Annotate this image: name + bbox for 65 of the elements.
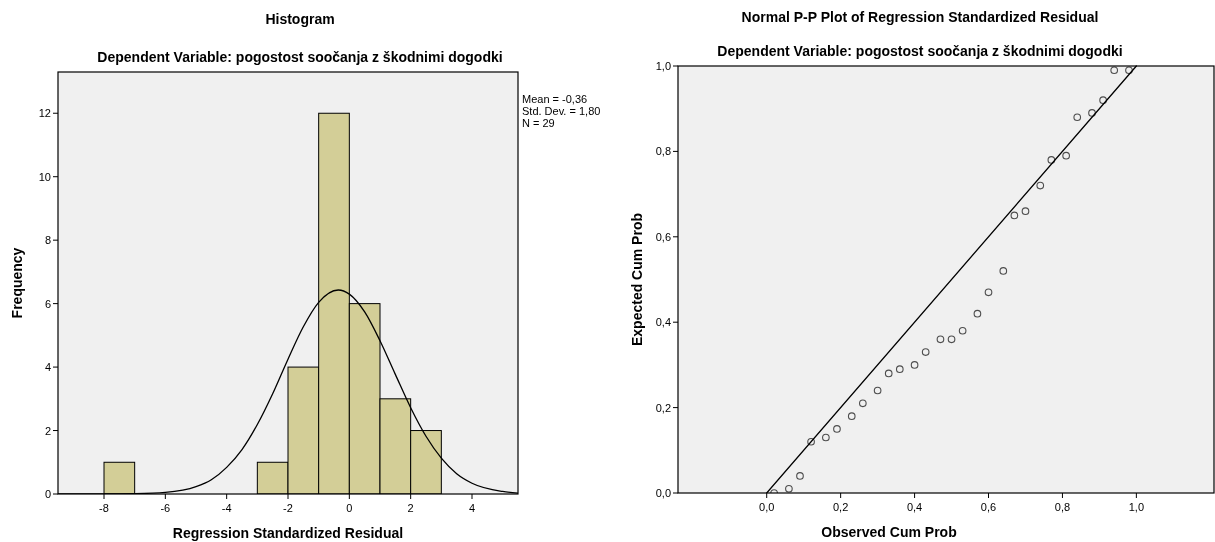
point [1010, 211, 1019, 220]
point [999, 267, 1008, 275]
point [785, 484, 793, 493]
point [1036, 181, 1045, 190]
point [822, 433, 830, 442]
x-tick-label: 0 [346, 502, 353, 514]
x-tick-label: -6 [160, 502, 171, 514]
y-tick-label: 0 [44, 488, 51, 500]
point [1088, 109, 1096, 117]
point [936, 335, 945, 344]
point [1062, 151, 1070, 160]
y-tick-label: 2 [44, 424, 51, 437]
point [984, 288, 993, 297]
y-tick-label: 6 [44, 297, 51, 310]
point [1110, 66, 1119, 75]
text: N = 29 [522, 117, 555, 129]
point [833, 425, 841, 433]
x-axis-title: Regression Standardized Residual [172, 525, 404, 541]
point [873, 386, 882, 395]
y-tick-label: 8 [44, 234, 51, 247]
y-tick-label: 0,8 [655, 145, 671, 158]
point [796, 472, 804, 480]
y-tick-label: 10 [38, 170, 51, 183]
point [1073, 113, 1082, 122]
text: Std. Dev. = 1,80 [522, 105, 601, 117]
x-tick-label: 4 [468, 502, 476, 514]
y-tick-label: 4 [44, 361, 51, 374]
point [947, 335, 956, 344]
point [1047, 156, 1056, 164]
y-axis-title: Frequency [9, 247, 25, 319]
y-tick-label: 12 [38, 107, 51, 120]
x-tick-label: -4 [221, 502, 232, 514]
y-tick-label: 1,0 [655, 60, 671, 72]
chart-subtitle: Dependent Variable: pogostost soočanja z škodnimi dogodki [97, 49, 503, 65]
point [1125, 66, 1133, 75]
chart-subtitle: Dependent Variable: pogostost soočanja z škodnimi dogodki [717, 43, 1123, 59]
point [895, 365, 904, 374]
point [884, 369, 893, 378]
point [1099, 96, 1107, 105]
chart-title: Normal P-P Plot of Regression Standardized Residual [741, 9, 1099, 25]
point [973, 309, 982, 318]
x-tick-label: 0,2 [833, 501, 849, 513]
x-tick-label: -8 [99, 502, 109, 514]
chart-title: Histogram [265, 11, 335, 27]
point [921, 348, 930, 356]
x-tick-label: 0,6 [980, 501, 997, 513]
y-tick-label: 0,6 [655, 230, 671, 243]
y-tick-label: 0,4 [655, 316, 671, 329]
y-axis-title: Expected Cum Prob [629, 212, 645, 347]
point [1021, 207, 1030, 216]
x-axis-title: Observed Cum Prob [821, 524, 957, 540]
x-tick-label: 0,0 [759, 501, 775, 513]
x-tick-label: 0,4 [906, 501, 923, 513]
point [910, 361, 919, 369]
x-tick-label: -2 [283, 502, 293, 514]
y-tick-label: 0,2 [655, 401, 671, 414]
point [807, 437, 815, 446]
x-tick-label: 0,8 [1054, 501, 1071, 513]
x-tick-label: 2 [407, 502, 414, 514]
text: Mean = -0,36 [522, 93, 588, 105]
x-tick-label: 1,0 [1128, 501, 1145, 513]
point [847, 412, 856, 420]
point [958, 326, 967, 335]
point [858, 399, 867, 408]
y-tick-label: 0,0 [655, 487, 671, 499]
